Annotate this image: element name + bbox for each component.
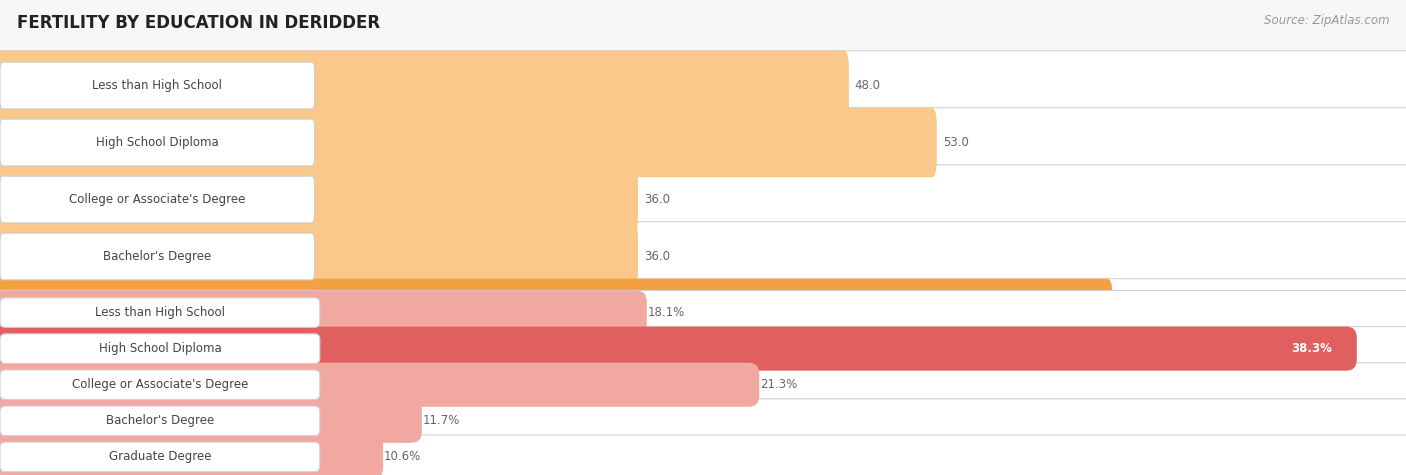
Text: High School Diploma: High School Diploma xyxy=(96,136,219,149)
Text: 36.0: 36.0 xyxy=(644,250,669,263)
FancyBboxPatch shape xyxy=(0,327,1406,370)
FancyBboxPatch shape xyxy=(0,51,849,120)
FancyBboxPatch shape xyxy=(0,327,1357,370)
Text: 63.0: 63.0 xyxy=(1064,307,1094,320)
Text: High School Diploma: High School Diploma xyxy=(98,342,221,355)
FancyBboxPatch shape xyxy=(0,119,315,166)
FancyBboxPatch shape xyxy=(0,435,382,475)
FancyBboxPatch shape xyxy=(0,108,1406,177)
Text: FERTILITY BY EDUCATION IN DERIDDER: FERTILITY BY EDUCATION IN DERIDDER xyxy=(17,14,380,32)
Text: 21.3%: 21.3% xyxy=(759,378,797,391)
Text: Graduate Degree: Graduate Degree xyxy=(105,307,208,320)
Text: 11.7%: 11.7% xyxy=(422,414,460,428)
FancyBboxPatch shape xyxy=(0,363,759,407)
FancyBboxPatch shape xyxy=(0,165,638,234)
Text: Source: ZipAtlas.com: Source: ZipAtlas.com xyxy=(1264,14,1389,27)
FancyBboxPatch shape xyxy=(0,176,315,223)
Text: Bachelor's Degree: Bachelor's Degree xyxy=(105,414,214,428)
Text: Less than High School: Less than High School xyxy=(96,306,225,319)
Text: 38.3%: 38.3% xyxy=(1291,342,1333,355)
FancyBboxPatch shape xyxy=(0,298,321,327)
FancyBboxPatch shape xyxy=(0,435,1406,475)
FancyBboxPatch shape xyxy=(0,290,315,337)
Text: Graduate Degree: Graduate Degree xyxy=(108,450,211,464)
FancyBboxPatch shape xyxy=(0,399,422,443)
FancyBboxPatch shape xyxy=(0,222,638,291)
FancyBboxPatch shape xyxy=(0,399,1406,443)
FancyBboxPatch shape xyxy=(0,165,1406,234)
Text: College or Associate's Degree: College or Associate's Degree xyxy=(72,378,247,391)
FancyBboxPatch shape xyxy=(0,363,1406,407)
FancyBboxPatch shape xyxy=(0,291,647,334)
Text: 18.1%: 18.1% xyxy=(648,306,685,319)
Text: 53.0: 53.0 xyxy=(942,136,969,149)
Text: Bachelor's Degree: Bachelor's Degree xyxy=(103,250,211,263)
FancyBboxPatch shape xyxy=(0,406,321,436)
FancyBboxPatch shape xyxy=(0,279,1112,348)
FancyBboxPatch shape xyxy=(0,442,321,472)
Text: 36.0: 36.0 xyxy=(644,193,669,206)
FancyBboxPatch shape xyxy=(0,291,1406,334)
Text: Less than High School: Less than High School xyxy=(93,79,222,92)
FancyBboxPatch shape xyxy=(0,108,936,177)
FancyBboxPatch shape xyxy=(0,233,315,280)
FancyBboxPatch shape xyxy=(0,51,1406,120)
Text: 48.0: 48.0 xyxy=(855,79,880,92)
FancyBboxPatch shape xyxy=(0,62,315,109)
Text: College or Associate's Degree: College or Associate's Degree xyxy=(69,193,246,206)
Text: 10.6%: 10.6% xyxy=(384,450,420,464)
FancyBboxPatch shape xyxy=(0,334,321,363)
FancyBboxPatch shape xyxy=(0,279,1406,348)
FancyBboxPatch shape xyxy=(0,370,321,399)
FancyBboxPatch shape xyxy=(0,222,1406,291)
